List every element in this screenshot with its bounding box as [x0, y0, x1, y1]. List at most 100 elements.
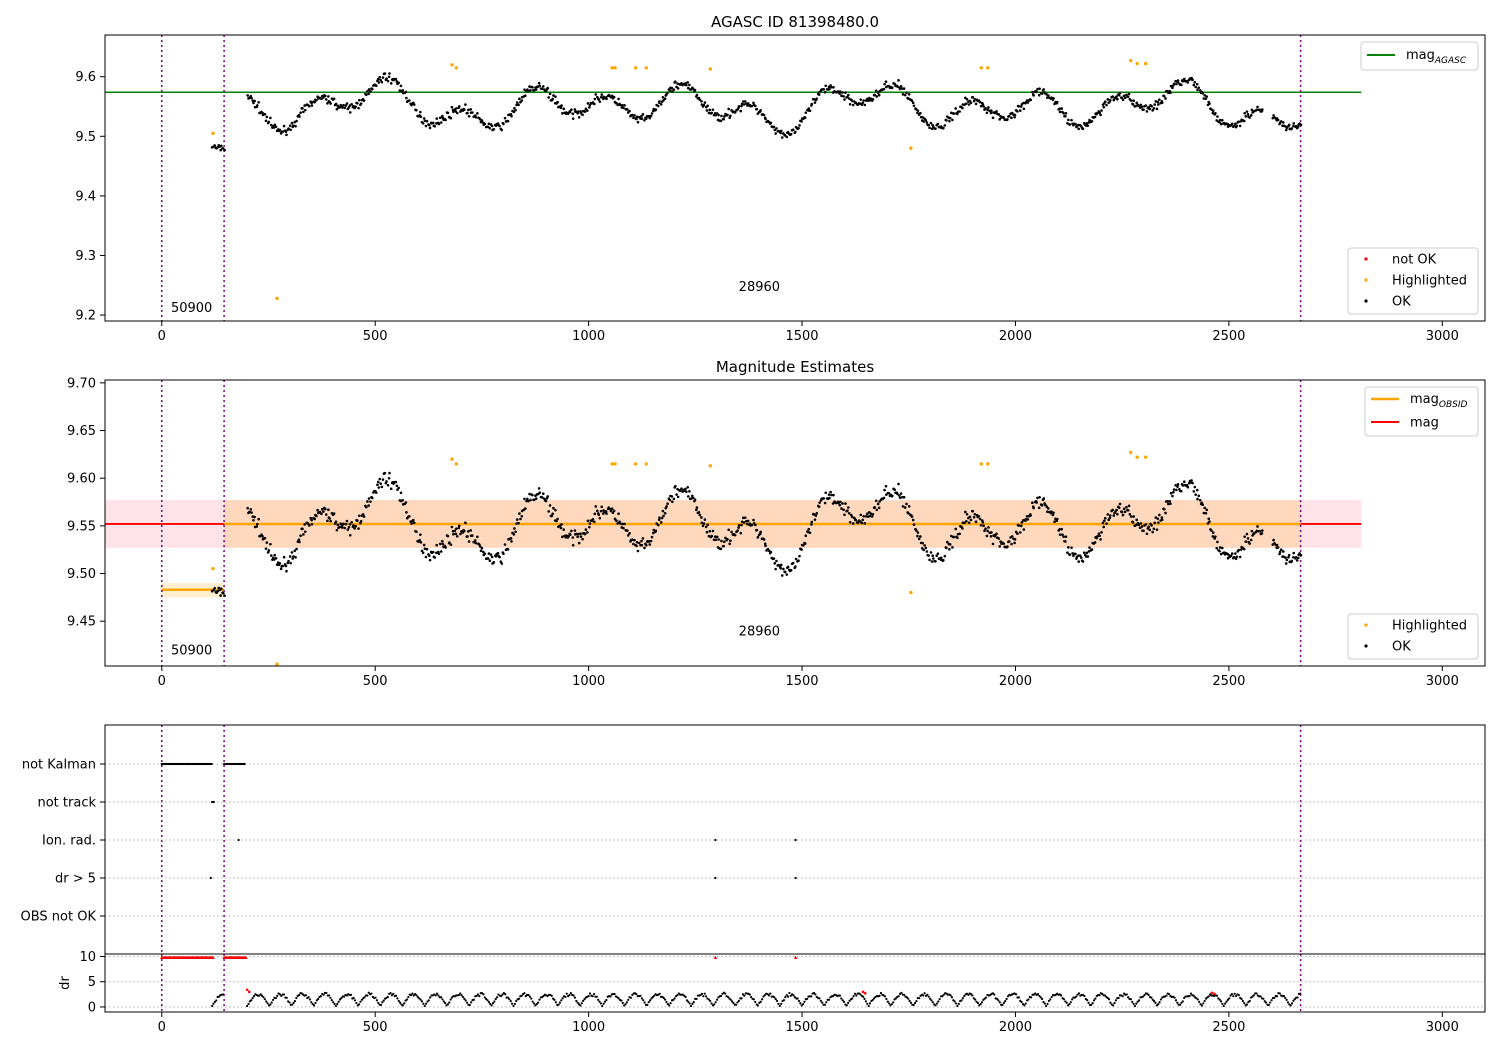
- ok-point: [1022, 107, 1026, 111]
- ok-point: [733, 111, 737, 114]
- ok-point: [329, 519, 332, 523]
- dr-point: [1159, 998, 1163, 1001]
- ok-point: [1047, 507, 1050, 510]
- ok-point: [369, 90, 372, 93]
- ok-point: [1245, 532, 1249, 536]
- ok-point: [1117, 93, 1121, 97]
- ok-point: [813, 101, 817, 104]
- ok-point: [562, 528, 566, 531]
- ok-point: [954, 527, 958, 531]
- dr-point: [840, 997, 843, 1000]
- ok-point: [1055, 517, 1059, 521]
- ok-point: [408, 99, 411, 102]
- ok-point: [746, 522, 749, 526]
- ok-point: [727, 107, 730, 111]
- ok-point: [457, 524, 461, 528]
- ok-point: [990, 531, 993, 534]
- ok-point: [289, 561, 292, 565]
- ok-point: [1179, 83, 1183, 87]
- dr-point: [1282, 995, 1285, 998]
- ok-point: [878, 500, 881, 503]
- ok-point: [459, 532, 462, 536]
- ok-point: [703, 101, 707, 104]
- ok-point: [1169, 91, 1172, 94]
- ok-point: [804, 534, 808, 538]
- ok-point: [862, 514, 866, 518]
- dr-point: [401, 1004, 404, 1007]
- legend-label-mag: mag: [1410, 416, 1439, 431]
- dr-clipped-marker: [211, 955, 215, 960]
- ok-point: [1123, 510, 1127, 514]
- ok-point: [299, 111, 302, 114]
- ok-point: [907, 92, 911, 96]
- dr-point: [1050, 995, 1053, 999]
- ok-point: [1018, 531, 1022, 534]
- ok-point: [395, 80, 399, 83]
- dr-point: [1049, 998, 1052, 1001]
- ok-point: [515, 522, 518, 525]
- ok-point: [685, 83, 688, 87]
- ok-point: [1290, 127, 1294, 130]
- ok-point: [1237, 548, 1241, 552]
- ok-point: [541, 492, 545, 495]
- dr-point: [631, 993, 634, 996]
- ok-point: [1169, 84, 1173, 88]
- ok-point: [1284, 556, 1287, 559]
- ok-point: [1294, 124, 1298, 128]
- dr-point: [1127, 996, 1130, 999]
- dr-point: [838, 994, 842, 997]
- dr-point: [587, 994, 590, 998]
- ok-point: [688, 490, 691, 493]
- dr-point: [1269, 1001, 1272, 1004]
- ok-point: [772, 125, 776, 129]
- ok-point: [1064, 111, 1068, 115]
- legend-label-subscript: OBSID: [1439, 400, 1468, 410]
- ok-point: [1248, 542, 1251, 545]
- dr-point: [1064, 1000, 1067, 1003]
- ok-point: [733, 533, 737, 537]
- ok-point: [775, 559, 778, 563]
- dr-point: [338, 998, 342, 1001]
- ok-point: [1116, 512, 1119, 516]
- ok-point: [1175, 82, 1178, 86]
- ok-point: [273, 123, 277, 127]
- ok-point: [498, 124, 501, 128]
- ok-point: [662, 98, 665, 102]
- ok-point: [779, 131, 782, 135]
- ok-point: [1245, 110, 1249, 113]
- legend-label: OK: [1392, 295, 1411, 310]
- ok-point: [943, 124, 947, 127]
- ok-point: [514, 108, 517, 112]
- ok-point: [1258, 529, 1262, 533]
- highlighted-point: [986, 462, 990, 466]
- ok-point: [1115, 508, 1118, 512]
- dr-point: [1251, 995, 1254, 998]
- dr-point: [673, 997, 676, 1000]
- ok-point: [377, 81, 381, 84]
- legend-label: not OK: [1392, 253, 1437, 268]
- dr-point: [270, 1001, 273, 1004]
- ok-point: [581, 537, 584, 541]
- ok-point: [532, 498, 536, 502]
- dr-red-point: [245, 988, 249, 992]
- ok-point: [676, 495, 680, 499]
- ok-point: [220, 144, 223, 148]
- ok-point: [1019, 524, 1023, 528]
- ok-point: [1045, 510, 1049, 514]
- dr-clipped-marker: [793, 955, 798, 960]
- dr-point: [703, 992, 706, 995]
- highlighted-point: [633, 462, 638, 466]
- dr-point: [1252, 994, 1255, 997]
- ok-point: [528, 492, 531, 496]
- ok-point: [737, 526, 740, 529]
- ok-point: [1218, 121, 1221, 124]
- ok-point: [1294, 555, 1298, 559]
- ok-point: [502, 122, 505, 126]
- ok-point: [963, 521, 966, 525]
- ok-point: [927, 554, 930, 557]
- ok-point: [1107, 518, 1110, 522]
- ok-point: [381, 478, 385, 481]
- ok-point: [551, 512, 555, 516]
- ok-point: [986, 529, 989, 533]
- dr-point: [1183, 996, 1186, 1000]
